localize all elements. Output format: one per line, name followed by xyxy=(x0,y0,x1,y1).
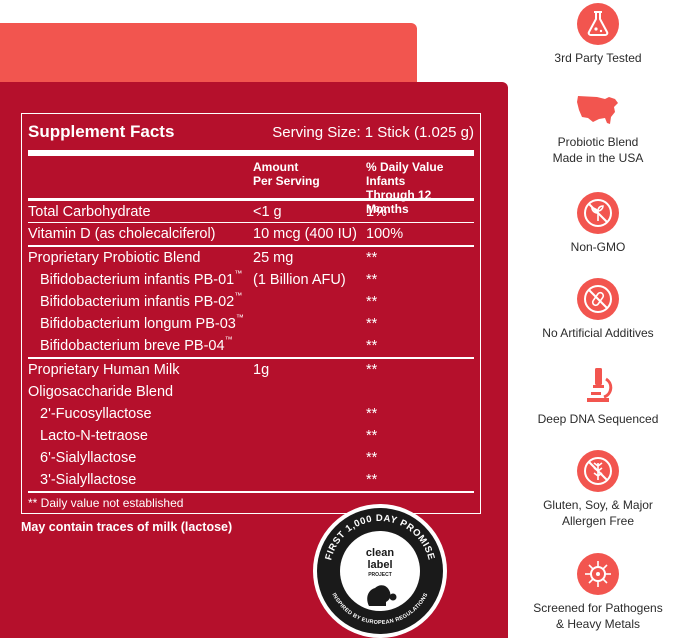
group-separator xyxy=(28,491,474,493)
clean-label-seal-icon: FIRST 1,000 DAY PROMISE INSPIRED BY EURO… xyxy=(317,508,443,634)
nutrient-dv: ** xyxy=(366,406,378,422)
nutrient-name: Oligosaccharide Blend xyxy=(28,384,174,400)
nutrient-dv: 100% xyxy=(366,226,404,242)
feature-label: Screened for Pathogens & Heavy Metals xyxy=(533,601,663,631)
nutrient-dv: ** xyxy=(366,428,378,444)
trademark-mark: ™ xyxy=(224,335,233,344)
thick-rule xyxy=(28,150,474,156)
feature-label: Non-GMO xyxy=(570,240,626,254)
badge-line-clean: clean xyxy=(366,547,394,559)
feature-screened-pathogens: Screened for Pathogens & Heavy Metals xyxy=(517,552,679,632)
table-row: Bifidobacterium infantis PB-01™ (1 Billi… xyxy=(28,269,474,291)
nutrient-dv: ** xyxy=(366,272,378,288)
feature-no-artificial-additives: No Artificial Additives xyxy=(517,277,679,341)
nutrient-dv: ** xyxy=(366,338,378,354)
supplement-facts-frame: Supplement Facts Serving Size: 1 Stick (… xyxy=(21,113,481,514)
nutrient-name: Bifidobacterium breve PB-04 xyxy=(40,338,225,354)
feature-third-party-tested: 3rd Party Tested xyxy=(517,2,679,66)
table-row: Proprietary Human Milk 1g ** xyxy=(28,359,474,381)
nutrient-dv: ** xyxy=(366,450,378,466)
nutrient-name: Bifidobacterium longum PB-03 xyxy=(40,316,236,332)
usa-map-icon xyxy=(577,96,618,124)
clean-label-badge: FIRST 1,000 DAY PROMISE INSPIRED BY EURO… xyxy=(313,504,447,638)
no-gmo-icon xyxy=(577,192,619,234)
nutrient-dv: 1% xyxy=(366,204,387,220)
nutrient-name: Total Carbohydrate xyxy=(28,204,151,220)
table-row: Bifidobacterium breve PB-04™ ** xyxy=(28,335,474,357)
feature-deep-dna-sequenced: Deep DNA Sequenced xyxy=(517,363,679,427)
feature-label: Deep DNA Sequenced xyxy=(537,412,659,426)
nutrient-amount: 1g xyxy=(253,362,270,378)
serving-size: Serving Size: 1 Stick (1.025 g) xyxy=(272,124,474,141)
nutrient-dv: ** xyxy=(366,362,378,378)
nutrient-name: 2'-Fucosyllactose xyxy=(40,406,152,422)
group-separator xyxy=(28,245,474,247)
nutrient-amount: (1 Billion AFU) xyxy=(253,272,346,288)
allergen-warning: May contain traces of milk (lactose) xyxy=(21,520,233,534)
table-row: 2'-Fucosyllactose ** xyxy=(28,403,474,425)
table-row: Lacto-N-tetraose ** xyxy=(28,425,474,447)
feature-non-gmo: Non-GMO xyxy=(517,191,679,255)
header-rule xyxy=(28,198,474,201)
table-row: 3'-Sialyllactose ** xyxy=(28,469,474,491)
nutrient-dv: ** xyxy=(366,472,378,488)
feature-made-in-usa: Probiotic Blend Made in the USA xyxy=(517,90,679,166)
nutrient-amount: 10 mcg (400 IU) xyxy=(253,226,357,242)
nutrient-dv: ** xyxy=(366,250,378,266)
daily-value-column-header: % Daily Value Infants Through 12 Months xyxy=(366,160,444,216)
supplement-facts-panel: Supplement Facts Serving Size: 1 Stick (… xyxy=(21,113,481,534)
nutrient-name: Proprietary Probiotic Blend xyxy=(28,250,201,266)
microscope-icon xyxy=(587,368,613,402)
nutrient-name: Lacto-N-tetraose xyxy=(40,428,148,444)
feature-label: No Artificial Additives xyxy=(542,326,654,340)
table-row: 6'-Sialyllactose ** xyxy=(28,447,474,469)
feature-label: Gluten, Soy, & Major Allergen Free xyxy=(543,498,653,528)
nutrient-name: 6'-Sialyllactose xyxy=(40,450,137,466)
flask-icon xyxy=(577,3,619,45)
amount-column-header: Amount Per Serving xyxy=(253,160,320,188)
nutrient-dv: ** xyxy=(366,294,378,310)
nutrient-name: Vitamin D (as cholecalciferol) xyxy=(28,226,216,242)
trademark-mark: ™ xyxy=(234,291,243,300)
trademark-mark: ™ xyxy=(234,269,243,278)
table-row: Total Carbohydrate <1 g 1% xyxy=(28,201,474,223)
nutrient-name: Bifidobacterium infantis PB-02 xyxy=(40,294,235,310)
facts-title: Supplement Facts xyxy=(28,122,175,141)
trademark-mark: ™ xyxy=(235,313,244,322)
facts-header: Supplement Facts Serving Size: 1 Stick (… xyxy=(28,114,474,150)
feature-allergen-free: Gluten, Soy, & Major Allergen Free xyxy=(517,449,679,529)
table-row: Oligosaccharide Blend xyxy=(28,381,474,403)
badge-line-label: label xyxy=(367,559,392,571)
nutrient-name: 3'-Sialyllactose xyxy=(40,472,137,488)
no-additives-icon xyxy=(577,278,619,320)
nutrient-amount: 25 mg xyxy=(253,250,294,266)
nutrient-name: Bifidobacterium infantis PB-01 xyxy=(40,272,235,288)
nutrient-amount: <1 g xyxy=(253,204,282,220)
feature-label: 3rd Party Tested xyxy=(554,51,642,65)
nutrient-name: Proprietary Human Milk xyxy=(28,362,180,378)
nutrient-dv: ** xyxy=(366,316,378,332)
pathogen-icon xyxy=(577,553,619,595)
no-gluten-icon xyxy=(577,450,619,492)
facts-footnote: ** Daily value not established xyxy=(28,496,184,510)
table-row: Bifidobacterium infantis PB-02™ ** xyxy=(28,291,474,313)
column-headers: Amount Per Serving % Daily Value Infants… xyxy=(28,156,474,216)
feature-label: Probiotic Blend Made in the USA xyxy=(552,135,644,165)
table-row: Vitamin D (as cholecalciferol) 10 mcg (4… xyxy=(28,223,474,245)
group-separator xyxy=(28,357,474,359)
table-row: Bifidobacterium longum PB-03™ ** xyxy=(28,313,474,335)
table-row: Proprietary Probiotic Blend 25 mg ** xyxy=(28,247,474,269)
badge-line-project: PROJECT xyxy=(368,572,392,578)
